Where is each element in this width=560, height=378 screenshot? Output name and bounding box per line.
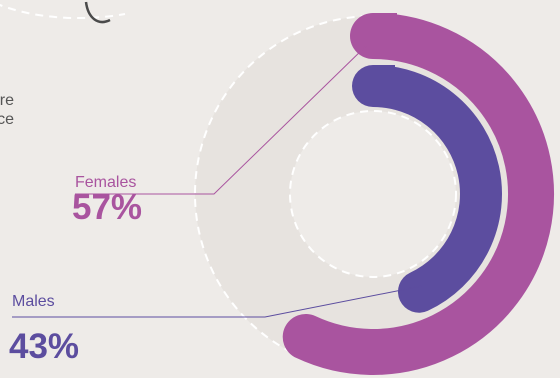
series-label-males: Males — [12, 293, 55, 310]
series-label-females: Females — [75, 174, 136, 191]
arc-females — [282, 13, 554, 375]
bubble-decoration-tail — [84, 1, 111, 24]
arc-males — [352, 65, 502, 313]
series-value-males: 43% — [9, 327, 79, 366]
arc-start-cap-females — [373, 13, 397, 59]
leader-line-females — [75, 45, 367, 195]
arc-start-cap-males — [373, 65, 395, 107]
inner-hole — [289, 110, 457, 278]
leader-line-males — [12, 285, 423, 318]
bubble-decoration — [0, 3, 126, 20]
series-value-females: 57% — [72, 188, 142, 227]
